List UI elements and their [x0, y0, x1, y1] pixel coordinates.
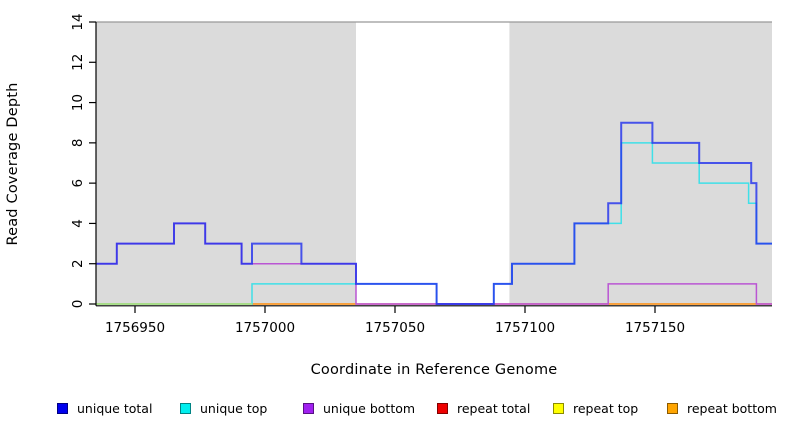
x-tick-label: 1757150: [625, 320, 685, 336]
legend-label: repeat top: [573, 400, 639, 416]
legend-item-unique-total: unique total: [57, 400, 152, 416]
x-tick-label: 1757050: [365, 320, 425, 336]
legend-label: unique total: [77, 400, 153, 416]
x-tick-label: 1757100: [495, 320, 555, 336]
legend-label: unique top: [200, 400, 268, 416]
legend-label: repeat total: [457, 400, 531, 416]
unique-bottom-swatch-icon: [303, 402, 314, 414]
unique-top-swatch-icon: [180, 402, 191, 414]
y-tick-label: 8: [70, 139, 86, 148]
legend-item-unique-top: unique top: [180, 400, 267, 416]
x-axis-title: Coordinate in Reference Genome: [310, 362, 558, 378]
y-tick-label: 10: [70, 94, 86, 111]
y-tick-label: 6: [70, 179, 86, 188]
legend-item-repeat-top: repeat top: [553, 400, 638, 416]
series-unique-total: [96, 121, 772, 305]
legend-item-unique-bottom: unique bottom: [303, 400, 415, 416]
legend-item-repeat-total: repeat total: [437, 400, 530, 416]
y-axis-title: Read Coverage Depth: [5, 82, 21, 246]
x-tick-label: 1757000: [235, 320, 295, 336]
y-tick-label: 4: [70, 219, 86, 228]
y-tick-label: 12: [70, 54, 86, 71]
y-tick-label: 0: [70, 300, 86, 309]
shaded-region: [96, 22, 356, 304]
repeat-bottom-swatch-icon: [667, 402, 678, 414]
x-tick-label: 1756950: [105, 320, 165, 336]
legend-label: repeat bottom: [687, 400, 777, 416]
chart-legend: unique total unique top unique bottom re…: [0, 400, 792, 422]
y-tick-label: 14: [70, 13, 86, 30]
y-tick-label: 2: [70, 259, 86, 268]
legend-item-repeat-bottom: repeat bottom: [667, 400, 777, 416]
repeat-top-swatch-icon: [553, 402, 564, 414]
unique-total-swatch-icon: [57, 402, 68, 414]
legend-label: unique bottom: [323, 400, 416, 416]
repeat-total-swatch-icon: [437, 402, 448, 414]
